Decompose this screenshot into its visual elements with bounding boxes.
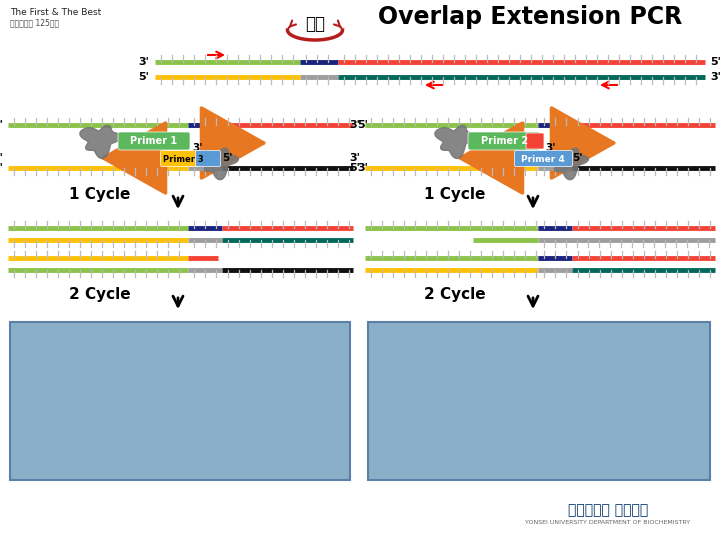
Polygon shape [435, 125, 477, 159]
Polygon shape [199, 148, 238, 180]
FancyBboxPatch shape [10, 322, 350, 480]
Text: 5': 5' [0, 163, 3, 173]
Text: 3': 3' [192, 143, 202, 153]
Text: Primer 2: Primer 2 [482, 136, 528, 146]
Text: 5': 5' [138, 72, 149, 82]
FancyBboxPatch shape [368, 322, 710, 480]
Text: 5': 5' [349, 163, 360, 173]
Text: 3': 3' [0, 153, 3, 163]
Text: 5': 5' [357, 120, 368, 130]
Text: 5': 5' [222, 153, 233, 163]
FancyBboxPatch shape [161, 151, 199, 166]
Text: 3': 3' [545, 143, 556, 153]
Text: 2 Cycle: 2 Cycle [69, 287, 131, 302]
Text: 3': 3' [719, 163, 720, 173]
Text: Primer 1: Primer 1 [130, 136, 178, 146]
Text: The First & The Best: The First & The Best [10, 8, 102, 17]
Text: 2 Cycle: 2 Cycle [424, 287, 486, 302]
Text: 5': 5' [719, 120, 720, 130]
Text: 3': 3' [710, 72, 720, 82]
FancyBboxPatch shape [468, 132, 540, 150]
Text: 3': 3' [357, 163, 368, 173]
Text: Primer 3: Primer 3 [163, 154, 203, 164]
Text: 3': 3' [349, 120, 360, 130]
Polygon shape [80, 125, 122, 159]
Text: 뺄것: 뺄것 [305, 15, 325, 33]
Text: Primer 4: Primer 4 [521, 154, 565, 164]
Text: 1 Cycle: 1 Cycle [69, 187, 131, 202]
Text: 연세대학교 125주년: 연세대학교 125주년 [10, 18, 59, 27]
Text: 1 Cycle: 1 Cycle [424, 187, 486, 202]
Text: YONSEI UNIVERSITY DEPARTMENT OF BIOCHEMISTRY: YONSEI UNIVERSITY DEPARTMENT OF BIOCHEMI… [526, 519, 690, 524]
Polygon shape [549, 148, 588, 180]
Text: 3': 3' [138, 57, 149, 67]
Text: Overlap Extension PCR: Overlap Extension PCR [378, 5, 682, 29]
FancyBboxPatch shape [515, 151, 572, 166]
Text: 3': 3' [349, 153, 360, 163]
FancyBboxPatch shape [526, 133, 544, 149]
FancyBboxPatch shape [118, 132, 190, 150]
Text: 3': 3' [0, 120, 3, 130]
FancyBboxPatch shape [196, 151, 220, 166]
Text: 연세대학교 생화학과: 연세대학교 생화학과 [568, 503, 648, 517]
Text: 5': 5' [710, 57, 720, 67]
Text: 5': 5' [572, 153, 582, 163]
